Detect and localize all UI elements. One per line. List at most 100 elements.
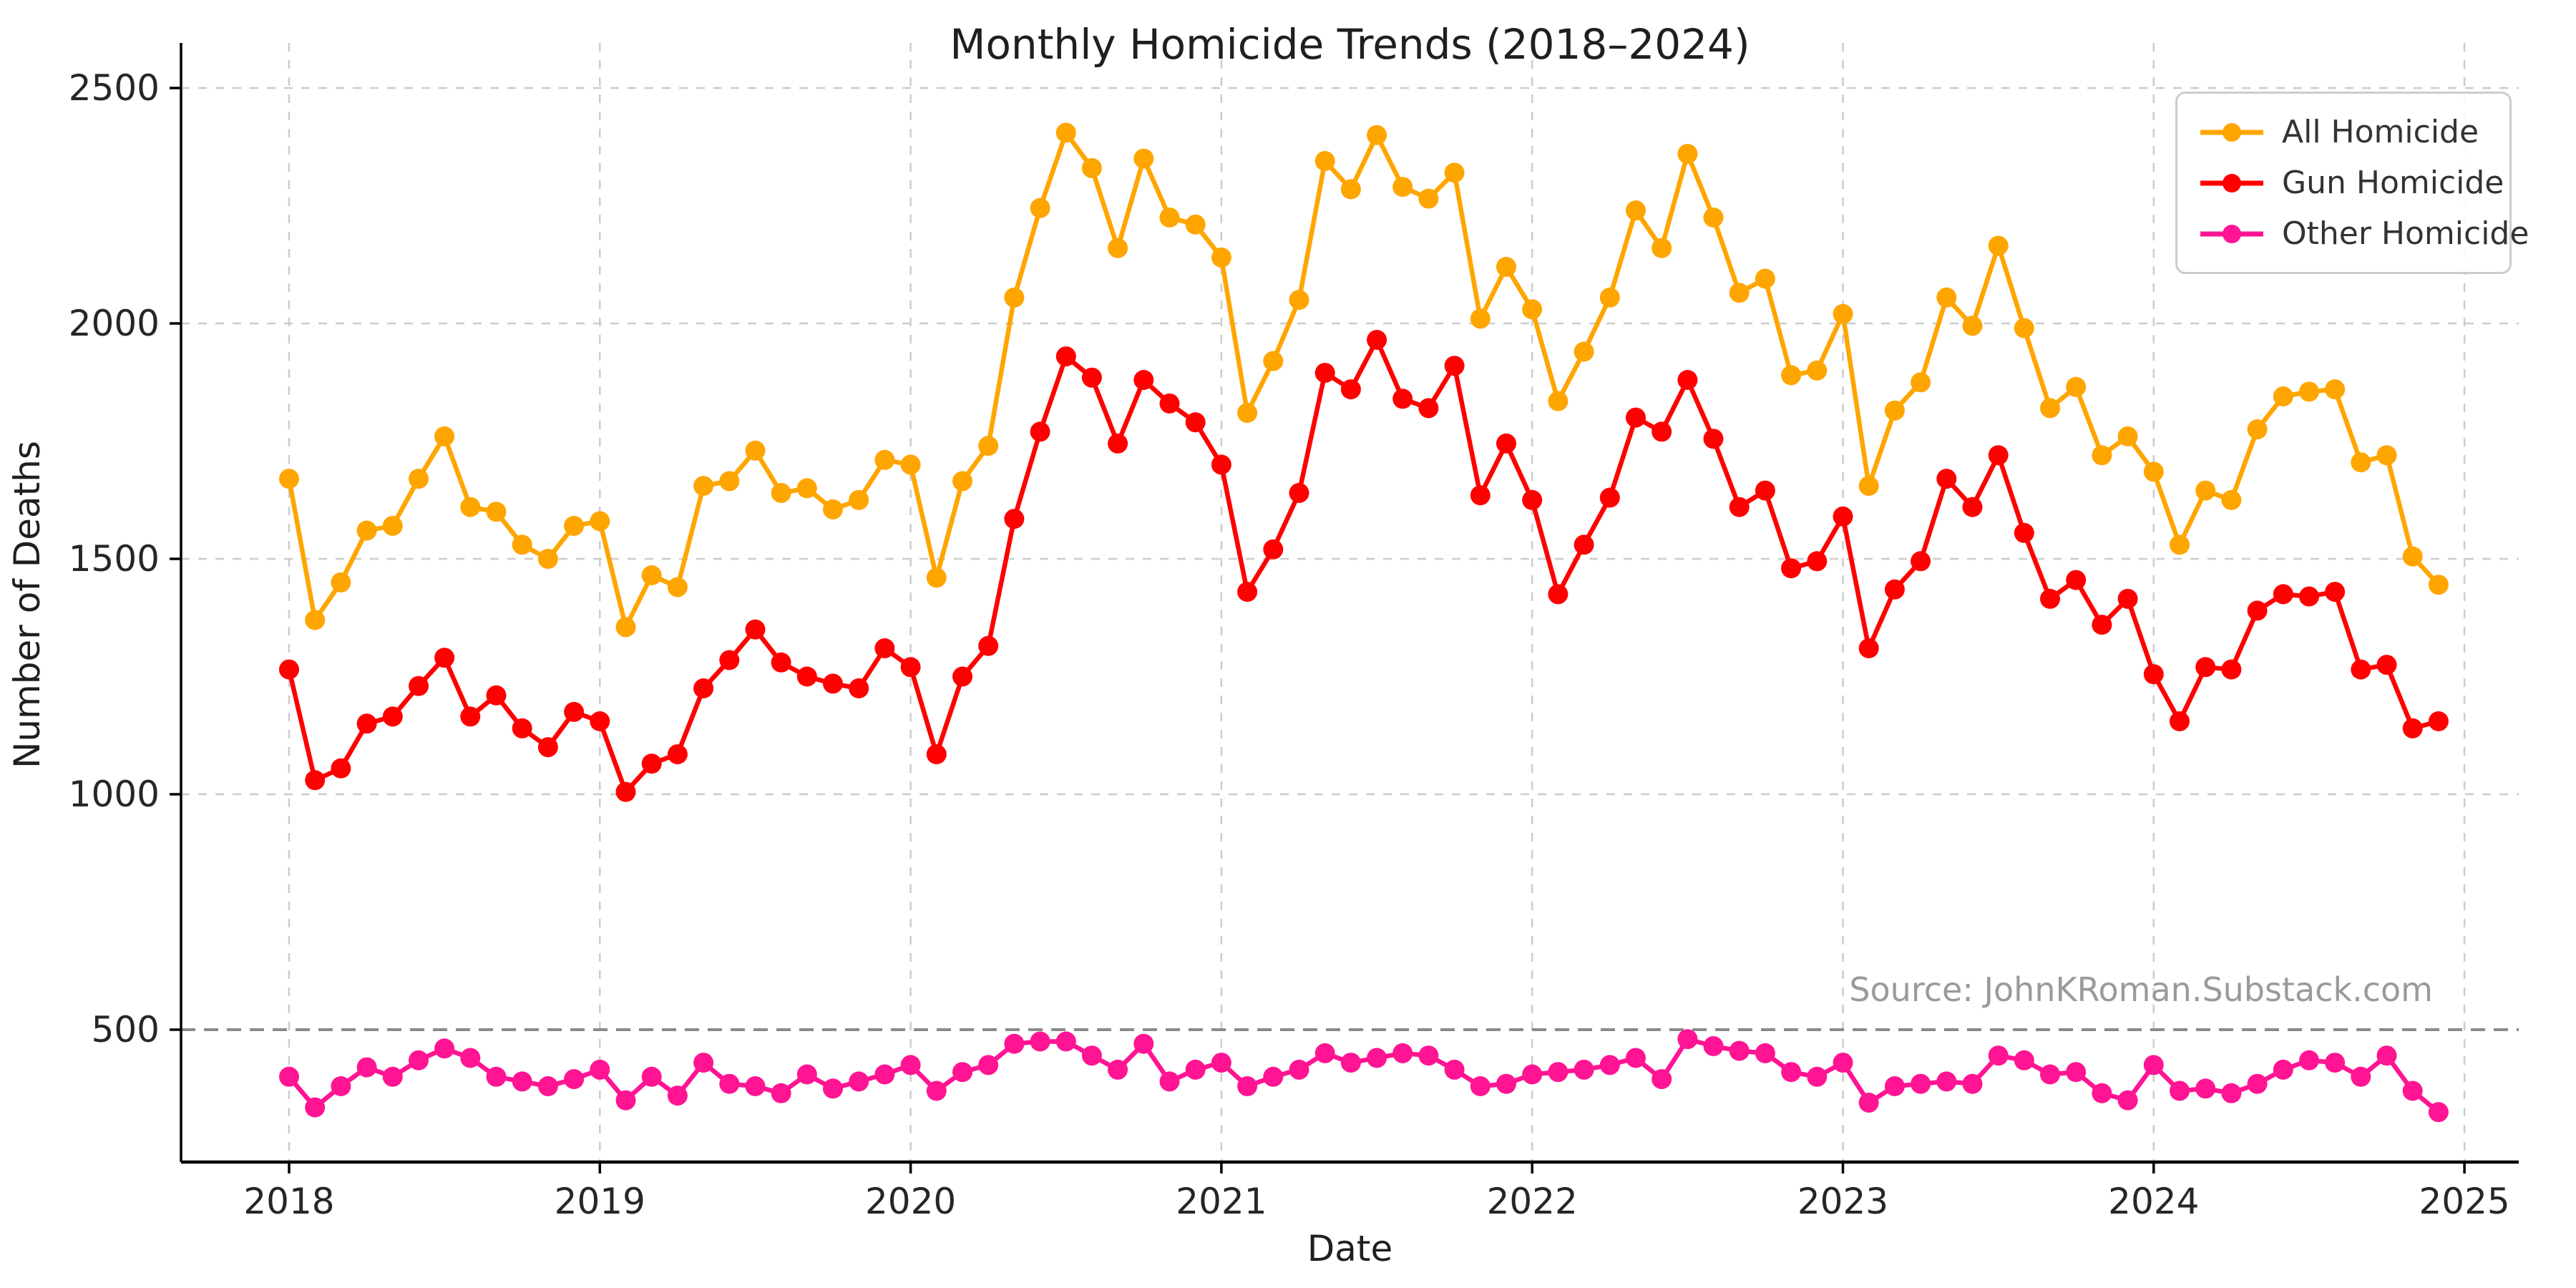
data-point — [1574, 1059, 1594, 1080]
data-point — [564, 515, 585, 536]
data-point — [1340, 179, 1361, 200]
data-point — [1911, 551, 1931, 572]
data-point — [331, 1076, 351, 1096]
data-point — [356, 1057, 377, 1078]
data-point — [1703, 429, 1724, 449]
data-point — [1599, 1055, 1620, 1075]
data-point — [1030, 197, 1050, 218]
data-point — [537, 737, 558, 758]
data-point — [1263, 539, 1284, 560]
data-point — [745, 440, 766, 461]
data-point — [1755, 1043, 1775, 1063]
data-point — [693, 678, 714, 698]
data-point — [1936, 469, 1957, 489]
data-point — [2221, 489, 2242, 510]
legend-label: Gun Homicide — [2282, 165, 2504, 201]
data-point — [2014, 1050, 2034, 1070]
data-point — [2351, 659, 2371, 680]
data-point — [1133, 1033, 1154, 1054]
data-point — [2040, 398, 2060, 419]
data-point — [2143, 462, 2164, 482]
y-tick-label: 1500 — [69, 538, 160, 580]
data-point — [1444, 356, 1465, 376]
data-point — [486, 1066, 507, 1087]
data-point — [1858, 476, 1879, 496]
data-point — [1108, 433, 1128, 454]
x-tick-label: 2018 — [243, 1181, 334, 1222]
data-point — [1314, 363, 1335, 384]
data-point — [615, 1090, 636, 1111]
data-point — [1444, 1059, 1465, 1080]
data-point — [1574, 341, 1594, 362]
data-point — [1599, 487, 1620, 508]
data-point — [1496, 1073, 1516, 1094]
data-point — [745, 1076, 766, 1096]
data-point — [823, 1078, 843, 1099]
data-point — [1314, 151, 1335, 171]
data-point — [2221, 659, 2242, 680]
series-line-other-homicide — [286, 1036, 2441, 1115]
data-point — [2117, 1090, 2138, 1111]
data-point — [796, 478, 817, 499]
data-point — [2170, 1080, 2190, 1101]
data-point — [1962, 1073, 1983, 1094]
x-tick-label: 2020 — [865, 1181, 956, 1222]
data-point — [409, 469, 429, 489]
data-point — [1185, 214, 1206, 235]
x-tick-label: 2023 — [1797, 1181, 1888, 1222]
data-point — [512, 535, 532, 555]
data-point — [2273, 1059, 2293, 1080]
data-point — [1626, 1048, 1646, 1068]
data-point — [512, 1071, 532, 1092]
data-point — [331, 572, 351, 592]
data-point — [2092, 445, 2112, 466]
data-point — [409, 675, 429, 696]
data-point — [1289, 290, 1309, 311]
data-point — [1030, 421, 1050, 442]
data-point — [1211, 247, 1231, 268]
data-point — [615, 781, 636, 802]
all-homicide-line-swatch-icon — [2200, 122, 2263, 142]
data-point — [2092, 615, 2112, 635]
x-axis-label: Date — [1307, 1228, 1393, 1269]
data-point — [641, 1066, 662, 1087]
data-point — [1470, 1076, 1491, 1096]
data-point — [1185, 1059, 1206, 1080]
data-point — [382, 706, 403, 727]
data-point — [796, 666, 817, 687]
data-point — [2325, 1053, 2346, 1073]
data-point — [1392, 389, 1413, 409]
data-point — [1781, 1062, 1802, 1083]
data-point — [1781, 558, 1802, 579]
data-point — [926, 1080, 947, 1101]
data-point — [2325, 379, 2346, 400]
data-point — [2351, 1066, 2371, 1087]
data-point — [2247, 1073, 2268, 1094]
data-point — [1392, 1043, 1413, 1063]
data-point — [279, 469, 299, 489]
x-tick-label: 2019 — [555, 1181, 645, 1222]
data-point — [1418, 188, 1439, 209]
y-tick-label: 2500 — [69, 67, 160, 109]
data-point — [486, 502, 507, 522]
data-point — [1988, 445, 2009, 466]
data-point — [279, 1066, 299, 1087]
data-point — [745, 619, 766, 640]
data-point — [2247, 600, 2268, 621]
data-point — [1988, 1045, 2009, 1066]
data-point — [279, 659, 299, 680]
x-tick-label: 2025 — [2419, 1181, 2509, 1222]
data-point — [1729, 283, 1750, 303]
legend-item-other-homicide: Other Homicide — [2197, 208, 2529, 259]
data-point — [771, 652, 791, 673]
data-point — [2247, 419, 2268, 439]
data-point — [1548, 391, 1568, 411]
data-point — [564, 701, 585, 722]
data-point — [719, 1073, 740, 1094]
data-point — [978, 635, 999, 656]
data-point — [2428, 575, 2449, 595]
data-point — [1055, 1031, 1076, 1052]
data-point — [2195, 657, 2216, 678]
data-point — [409, 1050, 429, 1070]
